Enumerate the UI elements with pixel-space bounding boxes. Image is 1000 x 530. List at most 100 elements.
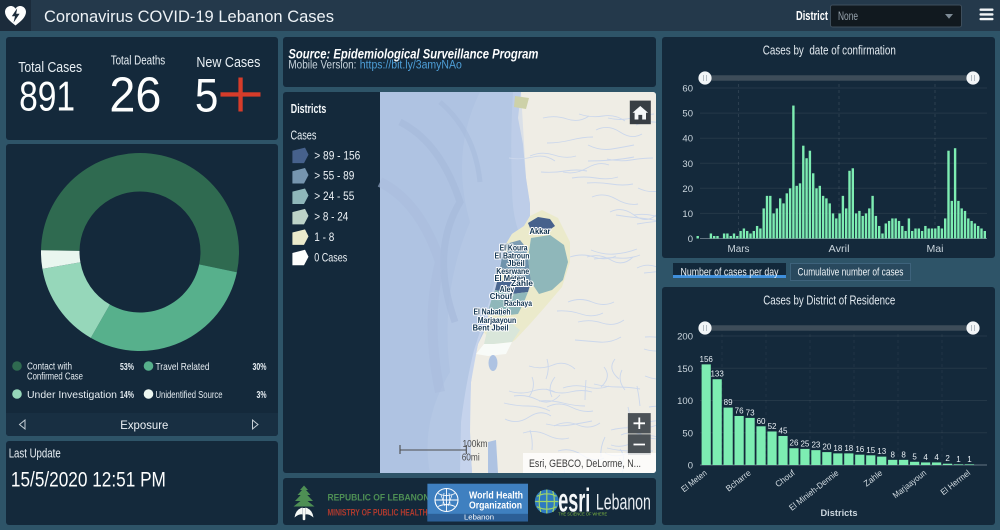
svg-text:60: 60 xyxy=(682,84,693,95)
svg-text:Cumulative number of cases: Cumulative number of cases xyxy=(798,267,904,279)
svg-text:Cases: Cases xyxy=(291,129,317,143)
svg-text:Jbeil: Jbeil xyxy=(507,259,525,268)
svg-text:Marjaayoun: Marjaayoun xyxy=(478,316,517,325)
svg-text:30: 30 xyxy=(682,159,693,170)
svg-text:Chouf: Chouf xyxy=(490,292,513,301)
svg-text:156: 156 xyxy=(700,355,714,364)
svg-text:1: 1 xyxy=(956,455,961,464)
svg-text:Under Investigation: Under Investigation xyxy=(27,390,117,401)
svg-text:5: 5 xyxy=(912,452,917,461)
svg-text:40: 40 xyxy=(682,134,693,145)
svg-text:Lebanon: Lebanon xyxy=(596,490,651,515)
svg-text:15/5/2020 12:51 PM: 15/5/2020 12:51 PM xyxy=(11,467,166,491)
svg-text:20: 20 xyxy=(822,443,831,452)
svg-text:Mars: Mars xyxy=(728,244,750,255)
svg-text:26: 26 xyxy=(109,69,161,123)
svg-text:Travel Related: Travel Related xyxy=(156,362,210,373)
svg-text:73: 73 xyxy=(746,408,755,417)
svg-text:District: District xyxy=(796,9,829,23)
svg-text:Avril: Avril xyxy=(829,244,850,255)
svg-text:891: 891 xyxy=(19,72,75,119)
svg-text:5: 5 xyxy=(195,69,219,122)
svg-text:Lebanon: Lebanon xyxy=(464,515,494,522)
svg-text:El Koura: El Koura xyxy=(500,244,528,253)
svg-text:18: 18 xyxy=(844,444,853,453)
svg-text:25: 25 xyxy=(800,439,809,448)
svg-text:El Nabatieh: El Nabatieh xyxy=(474,308,511,317)
svg-text:Number of cases per day: Number of cases per day xyxy=(681,267,779,279)
svg-text:Exposure: Exposure xyxy=(120,418,168,432)
svg-text:Mobile Version:: Mobile Version: xyxy=(288,60,356,72)
svg-text:76: 76 xyxy=(735,406,744,415)
svg-text:4: 4 xyxy=(934,453,939,462)
svg-text:Cases by District of Residence: Cases by District of Residence xyxy=(763,293,895,308)
svg-text:Esri, GEBCO, DeLorme, N...: Esri, GEBCO, DeLorme, N... xyxy=(529,458,641,470)
svg-text:Zahle: Zahle xyxy=(511,279,534,288)
svg-text:THE SCIENCE OF WHERE: THE SCIENCE OF WHERE xyxy=(558,512,607,517)
svg-text:Source: Epidemiological Survei: Source: Epidemiological Surveillance Pro… xyxy=(288,47,538,62)
svg-text:Marjaayoun: Marjaayoun xyxy=(891,468,929,501)
svg-text:Kesrwane: Kesrwane xyxy=(496,267,529,276)
svg-text:None: None xyxy=(838,11,858,23)
svg-text:World Health: World Health xyxy=(469,491,523,502)
svg-text:45: 45 xyxy=(779,426,788,435)
svg-text:Zahle: Zahle xyxy=(862,468,885,489)
svg-text:Coronavirus COVID-19 Lebanon C: Coronavirus COVID-19 Lebanon Cases xyxy=(44,7,334,26)
svg-text:Districts: Districts xyxy=(821,508,858,519)
svg-text:100: 100 xyxy=(677,396,693,407)
svg-text:200: 200 xyxy=(677,332,693,343)
svg-text:Confirmed Case: Confirmed Case xyxy=(27,372,83,383)
svg-text:89: 89 xyxy=(724,398,733,407)
svg-text:60: 60 xyxy=(757,417,766,426)
svg-text:https://bit.ly/3amyNAo: https://bit.ly/3amyNAo xyxy=(360,60,462,72)
svg-text:Cases by date of confirmation: Cases by date of confirmation xyxy=(763,43,896,58)
svg-text:Chouf: Chouf xyxy=(773,467,797,489)
svg-text:1: 1 xyxy=(967,455,972,464)
svg-text:8: 8 xyxy=(901,450,906,459)
svg-text:13: 13 xyxy=(877,447,886,456)
svg-text:> 89 - 156: > 89 - 156 xyxy=(314,148,360,162)
svg-text:El Hermel: El Hermel xyxy=(938,468,972,497)
svg-text:Rachaya: Rachaya xyxy=(504,299,532,308)
svg-text:50: 50 xyxy=(682,109,693,120)
svg-text:60mi: 60mi xyxy=(462,453,480,464)
svg-text:Total Cases: Total Cases xyxy=(18,59,82,76)
svg-text:10: 10 xyxy=(682,209,693,220)
svg-text:Total Deaths: Total Deaths xyxy=(111,52,166,67)
svg-text:100km: 100km xyxy=(463,439,488,450)
svg-text:> 55 - 89: > 55 - 89 xyxy=(314,169,354,183)
svg-text:14%: 14% xyxy=(120,390,134,401)
svg-text:1 - 8: 1 - 8 xyxy=(314,230,334,244)
svg-text:0 Cases: 0 Cases xyxy=(314,250,347,264)
svg-text:REPUBLIC OF LEBANON: REPUBLIC OF LEBANON xyxy=(328,492,430,503)
svg-text:0: 0 xyxy=(688,234,693,245)
svg-text:esri: esri xyxy=(558,482,590,519)
svg-text:New Cases: New Cases xyxy=(196,54,260,71)
svg-text:16: 16 xyxy=(855,445,864,454)
svg-text:4: 4 xyxy=(923,453,928,462)
svg-text:> 24 - 55: > 24 - 55 xyxy=(314,189,354,203)
svg-text:20: 20 xyxy=(682,184,693,195)
svg-text:18: 18 xyxy=(833,444,842,453)
svg-text:Mai: Mai xyxy=(927,244,944,255)
svg-text:Districts: Districts xyxy=(291,101,327,116)
svg-text:23: 23 xyxy=(811,441,820,450)
svg-text:26: 26 xyxy=(790,439,799,448)
svg-text:52: 52 xyxy=(768,422,777,431)
svg-text:Organization: Organization xyxy=(469,501,522,512)
svg-text:Bent Jbeil: Bent Jbeil xyxy=(473,324,509,333)
svg-text:> 8 - 24: > 8 - 24 xyxy=(314,210,348,224)
svg-text:133: 133 xyxy=(710,370,724,379)
svg-text:Bcharre: Bcharre xyxy=(724,468,753,494)
svg-text:50: 50 xyxy=(682,428,693,439)
svg-text:150: 150 xyxy=(677,364,693,375)
svg-text:MINISTRY OF PUBLIC HEALTH: MINISTRY OF PUBLIC HEALTH xyxy=(328,507,428,518)
svg-text:Akkar: Akkar xyxy=(530,227,551,236)
svg-text:Last Update: Last Update xyxy=(9,446,61,460)
svg-text:3%: 3% xyxy=(257,390,267,401)
svg-text:Aley: Aley xyxy=(500,285,515,294)
svg-text:15: 15 xyxy=(866,446,875,455)
svg-text:8: 8 xyxy=(890,450,895,459)
svg-text:El Meten: El Meten xyxy=(495,274,526,283)
svg-text:Contact with: Contact with xyxy=(27,362,72,373)
